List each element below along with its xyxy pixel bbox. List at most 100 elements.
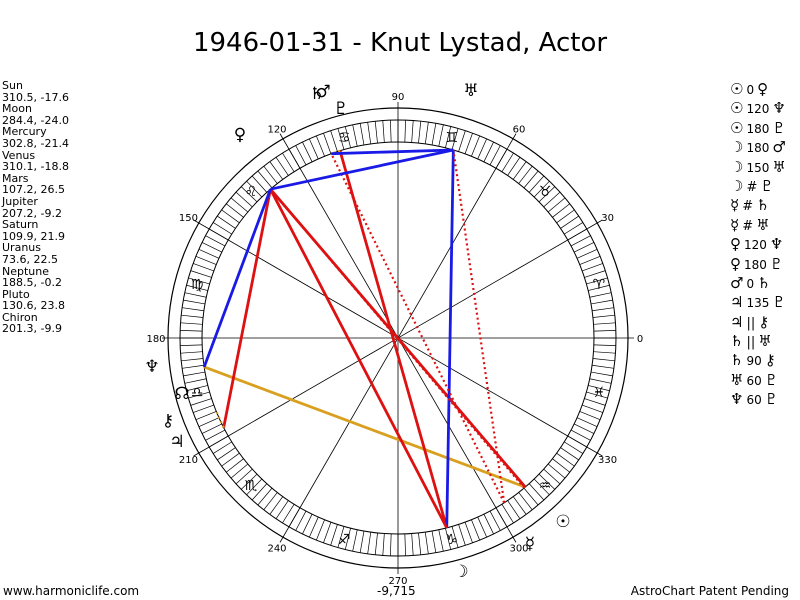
degree-tick [337, 128, 345, 150]
degree-tick [275, 500, 289, 519]
degree-tick [418, 532, 422, 555]
degree-label: 180 [146, 334, 165, 345]
degree-tick [182, 307, 204, 312]
degree-tick [330, 130, 338, 152]
spoke-extension [495, 133, 517, 169]
degree-tick [182, 364, 204, 369]
moon-icon: ☽ [453, 562, 468, 582]
aspect-angle: 60 [746, 373, 762, 388]
degree-tick [523, 170, 539, 189]
pisces-icon: ♓ [593, 385, 606, 401]
degree-tick [458, 524, 466, 546]
degree-tick [390, 120, 392, 143]
aspect-list: ☉ 0 ♀ ☉ 120 ♆ ☉ 180 ♇ ☽ 180 ♂ ☽ 150 ♅ ☽ # ♇ ☿ # ♄ ☿ # ♅ ♀ 120 ♆ ♀ 18… [730, 80, 786, 410]
neptune-icon: ♆ [772, 99, 786, 118]
degree-tick [374, 532, 378, 555]
degree-tick [295, 510, 307, 531]
aspect-row: ♄ 90 ⚷ [730, 351, 786, 370]
degree-tick [552, 458, 571, 473]
degree-tick [512, 161, 527, 180]
aspect-angle: # [746, 179, 758, 195]
uranus-icon: ♅ [730, 370, 744, 389]
degree-tick [547, 197, 566, 213]
degree-tick [431, 123, 437, 146]
mercury-icon: ☿ [525, 534, 535, 554]
degree-tick [404, 120, 406, 143]
degree-tick [570, 429, 591, 441]
degree-tick [590, 299, 613, 305]
degree-tick [489, 510, 501, 531]
chiron-icon: ⚷ [758, 312, 770, 331]
aspect-angle: 180 [744, 257, 767, 272]
degree-tick [180, 344, 203, 346]
degree-tick [225, 203, 244, 218]
pluto-icon: ♇ [333, 99, 348, 119]
degree-tick [183, 371, 206, 377]
footer-patent: AstroChart Patent Pending [630, 584, 789, 598]
moon-icon: ☽ [730, 176, 744, 195]
degree-tick [564, 222, 584, 235]
aspect-row: ♄ || ♅ [730, 332, 786, 351]
degree-tick [359, 530, 365, 553]
jupiter-icon: ♃ [730, 312, 744, 331]
aspect-row: ♆ 60 ♇ [730, 390, 786, 409]
aspect-line [202, 188, 272, 368]
degree-tick [201, 423, 222, 434]
venus-icon: ♀ [757, 80, 769, 98]
degree-tick [330, 524, 338, 546]
spoke-extension [193, 219, 229, 241]
aspect-line [269, 188, 448, 529]
degree-tick [586, 277, 608, 285]
degree-tick [302, 514, 313, 535]
degree-label: 270 [388, 576, 407, 587]
degree-tick [323, 522, 332, 543]
degree-tick [217, 215, 236, 229]
degree-tick [593, 344, 616, 346]
degree-tick [579, 256, 601, 265]
mercury-icon: ☿ [730, 196, 740, 215]
degree-label: 210 [179, 455, 198, 466]
footer-website: www.harmoniclife.com [3, 584, 140, 598]
degree-tick [263, 492, 278, 511]
degree-tick [438, 529, 444, 552]
planet-name: Mars [2, 171, 29, 185]
degree-tick [543, 468, 561, 485]
degree-tick [390, 533, 392, 556]
degree-tick [198, 417, 220, 427]
saturn-icon: ♄ [757, 273, 771, 292]
degree-label: 0 [637, 334, 643, 345]
degree-tick [282, 152, 295, 172]
uranus-icon: ♅ [772, 157, 786, 176]
degree-tick [574, 423, 595, 434]
aspect-angle: || [746, 315, 756, 331]
degree-tick [552, 203, 571, 218]
aspect-row: ♅ 60 ♇ [730, 371, 786, 390]
degree-tick [438, 124, 444, 147]
degree-tick [316, 519, 325, 541]
degree-tick [205, 235, 226, 247]
degree-tick [538, 473, 556, 490]
degree-tick [198, 249, 220, 259]
degree-tick [230, 463, 249, 479]
degree-tick [382, 533, 385, 556]
degree-tick [584, 270, 606, 278]
aspect-angle: # [742, 199, 754, 215]
aspect-angle: 180 [746, 121, 770, 136]
degree-tick [458, 130, 466, 152]
degree-tick [180, 330, 203, 332]
degree-tick [186, 385, 208, 392]
degree-label: 240 [267, 544, 286, 555]
planet-coords: 284.4, -24.0 [2, 113, 69, 127]
node-icon: ☊ [174, 384, 189, 404]
degree-tick [337, 526, 345, 548]
harmonic-value: -9,715 [377, 584, 416, 598]
degree-tick [352, 529, 358, 552]
aspect-angle: 180 [746, 141, 770, 156]
libra-icon: ♎ [191, 385, 204, 401]
jupiter-icon: ♃ [169, 432, 184, 452]
degree-tick [589, 292, 612, 298]
degree-tick [188, 277, 210, 285]
degree-tick [518, 165, 533, 184]
planet-coords: 73.6, 22.5 [2, 252, 58, 266]
